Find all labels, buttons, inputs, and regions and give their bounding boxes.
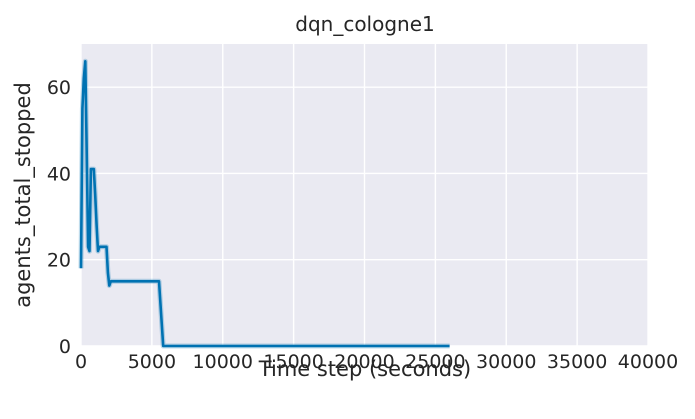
- series-line: [79, 59, 450, 348]
- x-tick-label: 30000: [476, 351, 536, 373]
- chart-title: dqn_cologne1: [295, 12, 435, 36]
- x-tick-label: 10000: [193, 351, 253, 373]
- x-tick-label: 25000: [405, 351, 465, 373]
- x-tick-label: 20000: [334, 351, 394, 373]
- y-axis-ticks: 0 20 40 60: [47, 77, 71, 358]
- y-tick-label: 20: [47, 250, 71, 272]
- x-tick-label: 5000: [128, 351, 176, 373]
- y-axis-label: agents_total_stopped: [11, 82, 36, 308]
- x-tick-label: 40000: [618, 351, 678, 373]
- x-tick-label: 15000: [263, 351, 323, 373]
- series-layer: [78, 58, 450, 349]
- x-axis-label: Time step (seconds): [258, 357, 471, 381]
- x-axis-ticks: 0 5000 10000 15000 20000 25000 30000 35000 40000: [75, 351, 678, 373]
- y-tick-label: 40: [47, 163, 71, 185]
- x-tick-label: 35000: [547, 351, 607, 373]
- x-tick-label: 0: [75, 351, 87, 373]
- y-tick-label: 60: [47, 77, 71, 99]
- y-tick-label: 0: [59, 336, 71, 358]
